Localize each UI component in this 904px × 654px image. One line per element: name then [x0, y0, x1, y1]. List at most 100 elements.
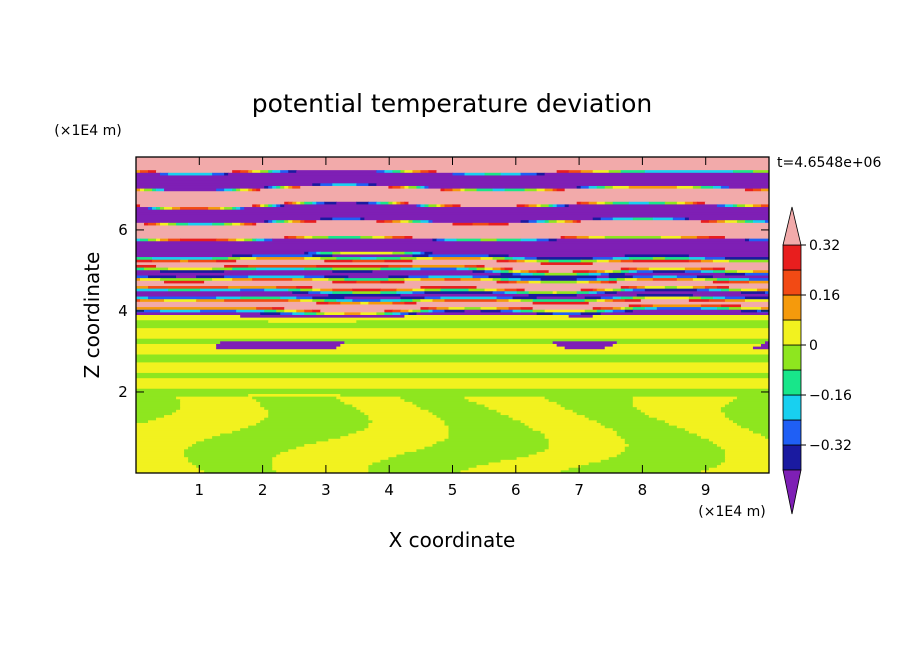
heatmap-cell	[204, 280, 333, 284]
heatmap-cell	[332, 217, 361, 221]
heatmap-cell	[496, 296, 514, 300]
heatmap-cell	[496, 280, 510, 284]
heatmap-cell	[212, 267, 233, 271]
heatmap-cell	[516, 288, 526, 292]
heatmap-cell	[624, 307, 634, 311]
heatmap-cell	[296, 309, 305, 313]
heatmap-cell	[404, 315, 570, 319]
heatmap-cell	[136, 238, 141, 242]
heatmap-cell	[548, 446, 626, 450]
heatmap-cell	[136, 201, 285, 205]
heatmap-cell	[624, 299, 642, 303]
heatmap-cell	[176, 275, 197, 279]
heatmap-cell	[748, 428, 769, 432]
colorbar-tick-label: 0.16	[809, 288, 840, 304]
heatmap-cell	[136, 193, 769, 198]
heatmap-cell	[240, 296, 281, 300]
heatmap-cell	[164, 280, 205, 284]
heatmap-cell	[644, 307, 658, 311]
heatmap-cell	[512, 272, 522, 277]
heatmap-cell	[472, 275, 490, 279]
heatmap-cell	[548, 441, 626, 445]
heatmap-cell	[180, 404, 261, 408]
heatmap-cell	[336, 257, 361, 261]
heatmap-cell	[580, 465, 718, 469]
heatmap-cell	[520, 172, 538, 177]
heatmap-cell	[436, 204, 442, 208]
heatmap-cell	[700, 267, 714, 271]
heatmap-cell	[652, 217, 674, 221]
heatmap-cell	[576, 236, 590, 240]
heatmap-cell	[272, 462, 373, 466]
heatmap-cell	[744, 220, 754, 224]
heatmap-cell	[180, 407, 265, 411]
heatmap-cell	[504, 288, 518, 292]
heatmap-cell	[724, 296, 746, 300]
heatmap-cell	[412, 309, 422, 313]
heatmap-cell	[760, 204, 769, 208]
heatmap-cell	[648, 201, 666, 205]
heatmap-cell	[336, 396, 402, 400]
heatmap-cell	[476, 267, 486, 271]
heatmap-cell	[692, 286, 706, 290]
heatmap-cell	[156, 264, 225, 269]
heatmap-cell	[156, 417, 265, 421]
heatmap-cell	[644, 412, 726, 416]
heatmap-cell	[276, 470, 369, 473]
heatmap-cell	[528, 454, 618, 458]
heatmap-cell	[408, 201, 578, 205]
heatmap-cell	[296, 446, 426, 450]
heatmap-cell	[412, 291, 426, 295]
heatmap-cell	[428, 254, 490, 258]
heatmap-cell	[300, 201, 305, 205]
heatmap-cell	[136, 175, 769, 179]
heatmap-cell	[136, 217, 321, 221]
heatmap-cell	[164, 299, 197, 303]
heatmap-cell	[412, 254, 430, 258]
heatmap-cell	[332, 280, 357, 284]
heatmap-cell	[252, 222, 257, 227]
heatmap-cell	[188, 446, 297, 450]
heatmap-cell	[744, 299, 769, 303]
heatmap-cell	[356, 430, 450, 435]
heatmap-cell	[416, 312, 538, 316]
chart-title: potential temperature deviation	[252, 89, 652, 118]
heatmap-cell	[304, 257, 321, 261]
heatmap-cell	[396, 454, 530, 458]
heatmap-cell	[748, 280, 769, 284]
heatmap-cell	[296, 201, 301, 205]
heatmap-cell	[232, 170, 241, 174]
heatmap-cell	[432, 309, 446, 313]
heatmap-cell	[724, 267, 769, 271]
heatmap-cell	[716, 307, 730, 311]
heatmap-cell	[536, 259, 550, 263]
heatmap-cell	[692, 278, 706, 282]
heatmap-cell	[420, 299, 434, 303]
heatmap-cell	[332, 270, 373, 274]
heatmap-cell	[620, 451, 726, 456]
heatmap-cell	[136, 338, 769, 342]
heatmap-cell	[420, 170, 430, 174]
heatmap-cell	[376, 220, 385, 224]
heatmap-cell	[148, 420, 261, 424]
heatmap-cell	[224, 299, 289, 303]
heatmap-cell	[540, 278, 578, 282]
heatmap-cell	[224, 172, 229, 177]
heatmap-cell	[724, 457, 769, 461]
heatmap-cell	[248, 170, 253, 174]
heatmap-cell	[620, 288, 626, 292]
heatmap-cell	[336, 299, 353, 303]
heatmap-cell	[160, 270, 225, 274]
heatmap-cell	[708, 438, 769, 442]
heatmap-cell	[136, 396, 177, 400]
heatmap-cell	[520, 220, 530, 224]
heatmap-cell	[272, 238, 434, 242]
x-tick-label: 1	[195, 481, 205, 499]
heatmap-cell	[272, 220, 277, 224]
heatmap-cell	[356, 183, 369, 187]
heatmap-cell	[436, 441, 550, 445]
heatmap-cell	[196, 465, 273, 469]
heatmap-cell	[572, 220, 578, 224]
heatmap-cell	[716, 204, 726, 208]
heatmap-cell	[384, 259, 414, 263]
